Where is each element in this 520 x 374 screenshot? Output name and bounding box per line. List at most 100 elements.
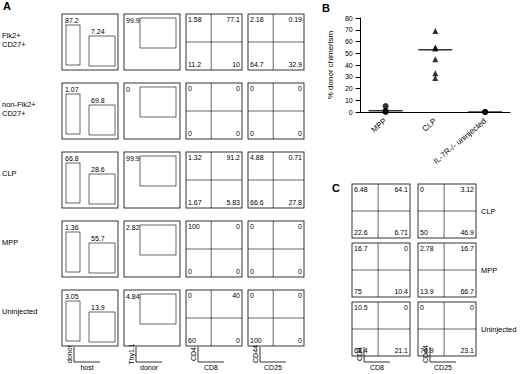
- svg-text:100: 100: [250, 337, 262, 344]
- svg-text:0: 0: [236, 130, 240, 137]
- svg-text:Thy1.1: Thy1.1: [128, 343, 136, 365]
- svg-text:23.1: 23.1: [460, 347, 474, 354]
- svg-text:CD25: CD25: [264, 364, 282, 371]
- svg-text:10.4: 10.4: [394, 288, 408, 295]
- svg-text:91.2: 91.2: [226, 154, 240, 161]
- svg-text:40: 40: [345, 62, 353, 69]
- svg-text:CD44: CD44: [422, 345, 429, 363]
- svg-text:5.83: 5.83: [226, 199, 240, 206]
- svg-text:66.8: 66.8: [65, 155, 79, 162]
- svg-text:100: 100: [188, 223, 200, 230]
- svg-text:0: 0: [470, 304, 474, 311]
- svg-text:50: 50: [345, 50, 353, 57]
- svg-text:C: C: [332, 182, 340, 194]
- svg-text:2.78: 2.78: [420, 245, 434, 252]
- svg-text:11.2: 11.2: [188, 61, 201, 68]
- svg-text:1.67: 1.67: [188, 199, 202, 206]
- svg-text:2.18: 2.18: [250, 16, 264, 23]
- svg-text:0: 0: [298, 292, 302, 299]
- svg-text:64.7: 64.7: [250, 61, 264, 68]
- svg-text:0.19: 0.19: [288, 16, 302, 23]
- svg-text:28.6: 28.6: [91, 166, 105, 173]
- svg-text:99.9: 99.9: [126, 17, 140, 24]
- svg-text:0: 0: [250, 130, 254, 137]
- svg-text:% donor chimerism: % donor chimerism: [326, 30, 335, 99]
- svg-text:CD27+: CD27+: [2, 109, 26, 118]
- svg-text:0: 0: [298, 337, 302, 344]
- svg-text:1.07: 1.07: [65, 86, 79, 93]
- svg-text:99.9: 99.9: [126, 155, 140, 162]
- svg-text:6.48: 6.48: [354, 186, 368, 193]
- svg-text:CLP: CLP: [421, 117, 439, 134]
- svg-text:16.7: 16.7: [460, 245, 474, 252]
- svg-text:0: 0: [188, 292, 192, 299]
- svg-text:A: A: [3, 0, 11, 12]
- svg-text:66.6: 66.6: [250, 199, 264, 206]
- svg-text:1.32: 1.32: [188, 154, 202, 161]
- svg-text:10: 10: [232, 61, 240, 68]
- svg-text:3.05: 3.05: [65, 293, 79, 300]
- svg-text:0: 0: [250, 292, 254, 299]
- svg-text:3.12: 3.12: [460, 186, 474, 193]
- svg-text:4.84: 4.84: [126, 293, 140, 300]
- svg-text:46.9: 46.9: [460, 229, 474, 236]
- svg-text:0: 0: [126, 86, 130, 93]
- svg-text:20: 20: [345, 85, 353, 92]
- svg-text:77.1: 77.1: [226, 16, 240, 23]
- svg-text:CD8: CD8: [204, 364, 218, 371]
- svg-text:MPP: MPP: [369, 117, 388, 135]
- svg-text:B: B: [322, 2, 330, 14]
- svg-text:1.58: 1.58: [188, 16, 202, 23]
- svg-text:0: 0: [236, 223, 240, 230]
- svg-text:6.71: 6.71: [394, 229, 408, 236]
- svg-text:CD27+: CD27+: [2, 40, 26, 49]
- svg-text:60: 60: [188, 337, 196, 344]
- svg-text:87.2: 87.2: [65, 17, 79, 24]
- svg-text:80: 80: [345, 15, 353, 22]
- svg-text:CD4: CD4: [356, 347, 363, 361]
- svg-text:13.9: 13.9: [91, 304, 105, 311]
- svg-text:22.6: 22.6: [354, 229, 368, 236]
- svg-text:Flk2+: Flk2+: [2, 31, 21, 40]
- svg-text:75: 75: [354, 288, 362, 295]
- svg-text:0: 0: [404, 245, 408, 252]
- svg-text:76.9: 76.9: [420, 347, 434, 354]
- svg-text:0: 0: [349, 109, 353, 116]
- svg-text:13.9: 13.9: [420, 288, 434, 295]
- svg-text:non-Flk2+: non-Flk2+: [2, 100, 36, 109]
- svg-text:CD25: CD25: [434, 364, 452, 371]
- svg-text:10.5: 10.5: [354, 304, 368, 311]
- svg-text:32.9: 32.9: [288, 61, 302, 68]
- svg-text:55.7: 55.7: [91, 235, 105, 242]
- svg-text:MPP: MPP: [481, 266, 497, 275]
- svg-text:CLP: CLP: [481, 207, 496, 216]
- svg-text:0: 0: [420, 186, 424, 193]
- svg-text:66.7: 66.7: [460, 288, 474, 295]
- svg-text:16.7: 16.7: [354, 245, 368, 252]
- svg-text:CD8: CD8: [370, 364, 384, 371]
- svg-text:donor: donor: [66, 344, 73, 363]
- svg-text:0: 0: [298, 268, 302, 275]
- svg-text:27.8: 27.8: [288, 199, 302, 206]
- svg-text:CD44: CD44: [252, 345, 259, 363]
- svg-text:CLP: CLP: [2, 169, 17, 178]
- svg-text:0: 0: [188, 130, 192, 137]
- svg-text:64.1: 64.1: [394, 186, 408, 193]
- svg-text:0: 0: [250, 268, 254, 275]
- svg-text:Uninjected: Uninjected: [2, 307, 37, 316]
- svg-text:50: 50: [420, 229, 428, 236]
- svg-text:0: 0: [188, 268, 192, 275]
- svg-text:69.8: 69.8: [91, 97, 105, 104]
- svg-text:40: 40: [232, 292, 240, 299]
- svg-text:30: 30: [345, 73, 353, 80]
- svg-text:7.24: 7.24: [91, 28, 105, 35]
- svg-text:70: 70: [345, 26, 353, 33]
- svg-text:0: 0: [298, 130, 302, 137]
- svg-text:21.1: 21.1: [394, 347, 408, 354]
- svg-text:0: 0: [404, 304, 408, 311]
- svg-text:0: 0: [188, 85, 192, 92]
- svg-text:0: 0: [420, 304, 424, 311]
- svg-text:0: 0: [236, 268, 240, 275]
- svg-text:0: 0: [250, 223, 254, 230]
- svg-text:host: host: [80, 364, 93, 371]
